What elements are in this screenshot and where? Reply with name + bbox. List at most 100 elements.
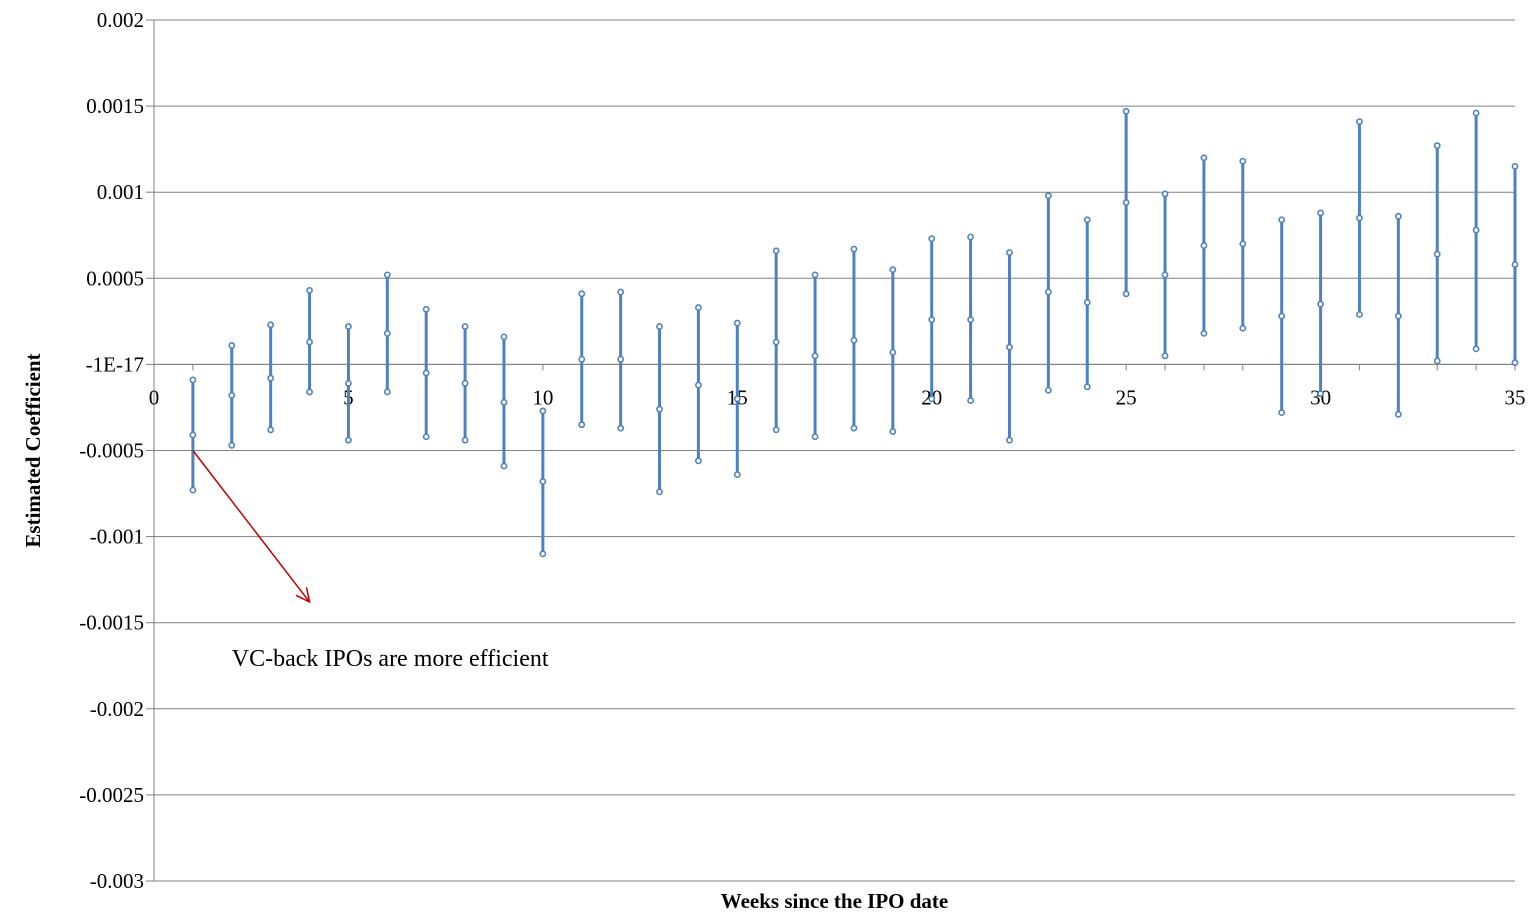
- gridlines: [154, 19, 1515, 882]
- y-axis-title: Estimated Coefficient: [21, 353, 45, 547]
- x-tick-label: 10: [532, 385, 553, 409]
- estimate-point: [500, 398, 508, 406]
- estimate-point: [1317, 300, 1324, 308]
- estimate-point: [1200, 242, 1208, 249]
- y-tick-label: -0.0025: [79, 783, 144, 807]
- upper-bound-point: [928, 235, 936, 243]
- upper-bound-point: [1006, 249, 1013, 256]
- lower-bound-point: [189, 486, 197, 494]
- upper-bound-point: [1083, 216, 1091, 224]
- estimate-point: [1161, 271, 1169, 279]
- upper-bound-point: [422, 305, 430, 313]
- lower-bound-point: [345, 436, 352, 444]
- lower-bound-point: [1433, 357, 1441, 365]
- estimate-point: [1472, 226, 1480, 234]
- estimate-point: [656, 405, 663, 413]
- lower-bound-point: [889, 428, 897, 435]
- upper-bound-point: [228, 342, 236, 349]
- y-tick-label: -0.003: [90, 869, 144, 893]
- lower-bound-point: [1161, 352, 1169, 360]
- upper-bound-point: [733, 319, 741, 327]
- upper-bound-point: [850, 245, 858, 253]
- upper-bound-point: [1278, 216, 1286, 224]
- upper-bound-point: [1044, 192, 1052, 200]
- x-tick-label: 35: [1505, 385, 1526, 409]
- y-tick-label: 0.0005: [86, 266, 144, 290]
- lower-bound-point: [422, 433, 430, 441]
- upper-bound-point: [1356, 118, 1363, 125]
- y-tick-label: -0.0015: [79, 611, 144, 635]
- estimate-point: [1083, 299, 1091, 306]
- upper-bound-point: [617, 288, 625, 296]
- upper-bound-point: [539, 407, 547, 415]
- upper-bound-point: [1472, 109, 1480, 117]
- upper-bound-point: [267, 321, 275, 329]
- lower-bound-point: [1083, 383, 1091, 391]
- lower-bound-point: [695, 457, 702, 465]
- x-tick-label: 30: [1310, 385, 1331, 409]
- lower-bound-point: [228, 441, 236, 449]
- estimate-point: [695, 381, 702, 389]
- upper-bound-point: [1511, 162, 1519, 170]
- lower-bound-point: [850, 424, 858, 432]
- estimate-point: [967, 316, 974, 324]
- upper-bound-point: [461, 323, 469, 330]
- lower-bound-point: [1044, 386, 1052, 394]
- estimate-point: [1278, 312, 1286, 320]
- annotation: VC-back IPOs are more efficient: [192, 450, 549, 672]
- upper-bound-point: [383, 271, 391, 279]
- lower-bound-point: [383, 388, 391, 396]
- lower-bound-point: [1356, 311, 1363, 318]
- lower-bound-point: [267, 426, 275, 434]
- upper-bound-point: [889, 266, 897, 274]
- upper-bound-point: [578, 290, 586, 298]
- lower-bound-point: [461, 436, 469, 444]
- lower-bound-point: [772, 426, 780, 434]
- annotation-arrow: [192, 450, 311, 603]
- estimate-point: [1239, 240, 1247, 248]
- lower-bound-point: [967, 397, 974, 404]
- x-axis-title: Weeks since the IPO date: [721, 889, 948, 913]
- upper-bound-point: [1200, 154, 1208, 162]
- lower-bound-point: [1006, 436, 1013, 444]
- estimate-point: [617, 355, 625, 363]
- estimate-point: [267, 374, 275, 382]
- x-tick-label: 25: [1116, 385, 1137, 409]
- lower-bound-point: [1239, 324, 1247, 332]
- y-tick-label: -1E-17: [86, 352, 144, 376]
- y-axis-ticks: 0.002 0.0015 0.001 0.0005 -1E-17 -0.0005 -0.00…: [79, 8, 154, 893]
- lower-bound-point: [1394, 410, 1402, 418]
- estimate-point: [422, 369, 430, 377]
- upper-bound-point: [967, 233, 974, 241]
- upper-bound-point: [1317, 209, 1324, 217]
- lower-bound-point: [1278, 409, 1286, 417]
- upper-bound-point: [656, 323, 663, 330]
- upper-bound-point: [306, 286, 313, 294]
- lower-bound-point: [1472, 345, 1480, 353]
- estimate-point: [1044, 288, 1052, 296]
- upper-bound-point: [811, 271, 819, 279]
- y-tick-label: -0.0005: [79, 439, 144, 463]
- lower-bound-point: [539, 550, 547, 558]
- upper-bound-point: [772, 247, 780, 255]
- lower-bound-point: [306, 388, 313, 396]
- lower-bound-point: [656, 488, 663, 496]
- lower-bound-point: [578, 421, 586, 429]
- x-tick-label: 0: [149, 385, 160, 409]
- estimate-point: [1394, 312, 1402, 320]
- error-bars: [189, 107, 1519, 558]
- estimate-point: [461, 379, 469, 387]
- estimate-point: [1356, 214, 1363, 222]
- upper-bound-point: [1239, 157, 1247, 165]
- estimate-point: [1433, 250, 1441, 258]
- lower-bound-point: [1511, 359, 1519, 367]
- y-tick-label: -0.001: [90, 525, 144, 549]
- upper-bound-point: [695, 304, 702, 311]
- estimate-point: [811, 352, 819, 360]
- upper-bound-point: [345, 323, 352, 330]
- estimate-point: [1006, 343, 1013, 351]
- lower-bound-point: [733, 471, 741, 479]
- upper-bound-point: [500, 333, 508, 341]
- upper-bound-point: [189, 376, 197, 384]
